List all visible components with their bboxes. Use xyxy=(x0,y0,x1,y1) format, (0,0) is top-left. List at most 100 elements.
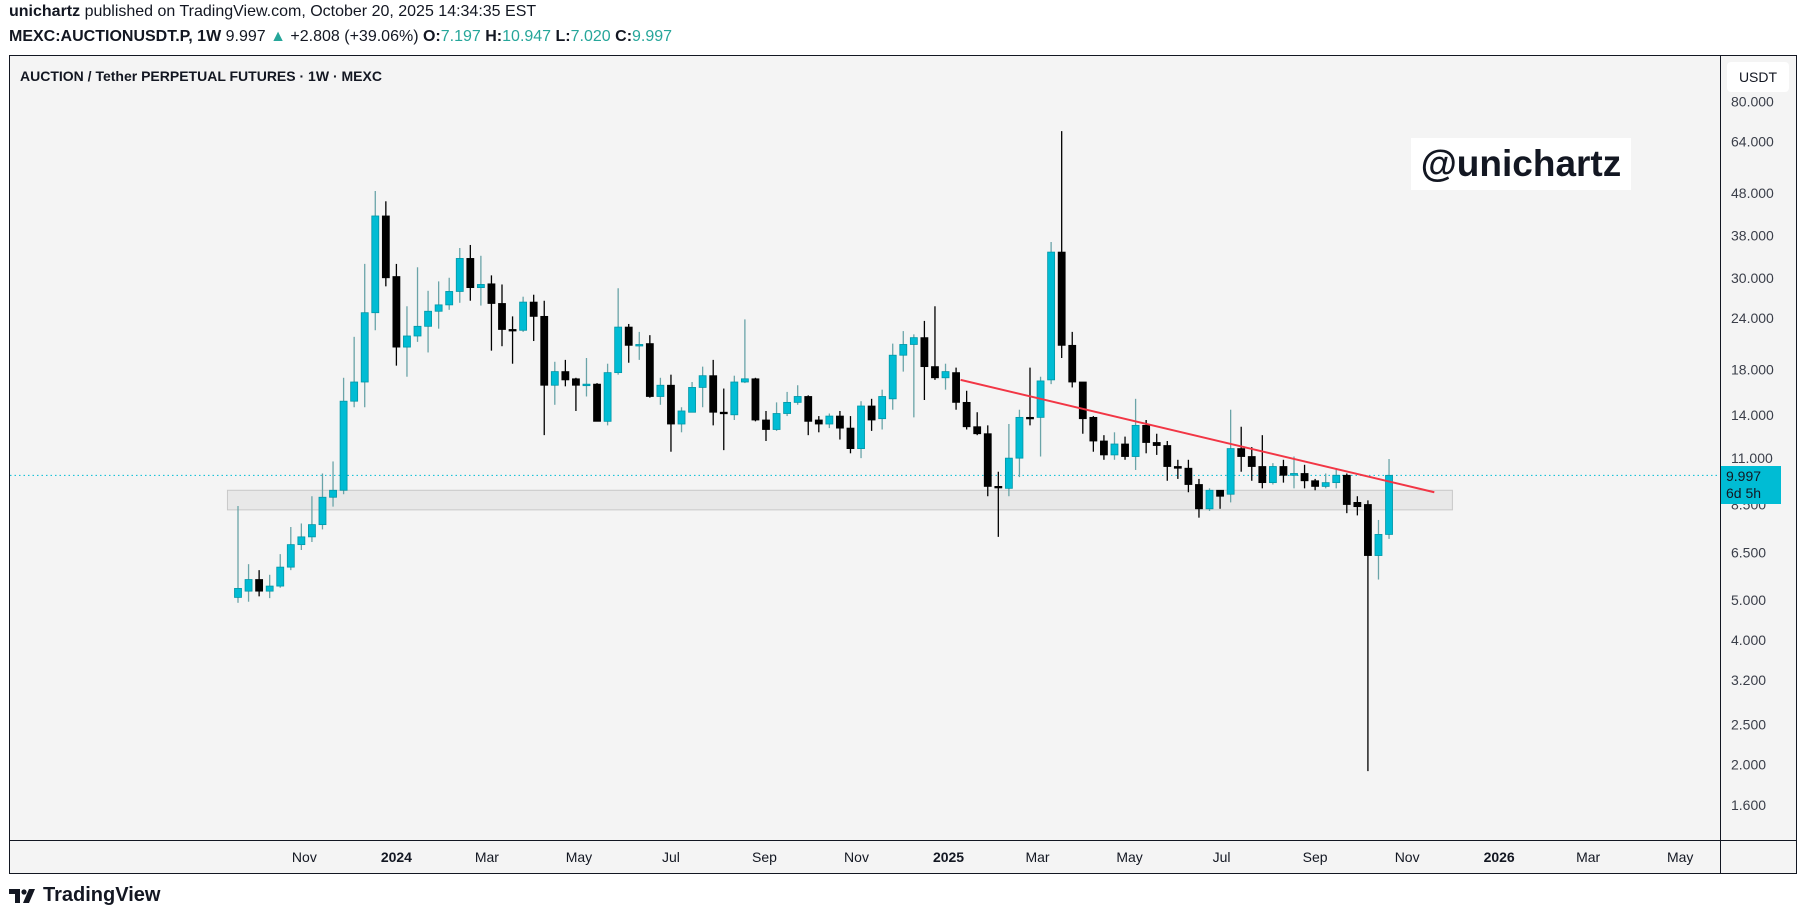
candle xyxy=(1374,519,1383,580)
candle-body xyxy=(1374,534,1383,556)
chart-pane[interactable] xyxy=(9,55,1797,874)
candle xyxy=(688,382,696,413)
high-label: H: xyxy=(485,28,503,45)
candle-body xyxy=(783,401,792,414)
candle-body xyxy=(308,524,316,538)
candle xyxy=(434,281,443,329)
candle xyxy=(244,564,253,602)
candle-body xyxy=(825,415,834,425)
candle xyxy=(857,401,865,459)
price-axis-label: 48.000 xyxy=(1731,185,1774,201)
candle-body xyxy=(645,343,654,397)
time-axis-label: Nov xyxy=(1395,849,1420,865)
bar-countdown: 6d 5h xyxy=(1726,485,1762,501)
candle-body xyxy=(1353,502,1362,508)
candle-body xyxy=(540,315,549,386)
candle xyxy=(793,385,802,405)
candle-body xyxy=(804,396,813,422)
price-axis-label: 2.000 xyxy=(1731,757,1766,773)
candle-body xyxy=(498,303,506,330)
candle-body xyxy=(593,383,601,422)
candle xyxy=(973,412,982,436)
candle xyxy=(308,496,316,543)
candle xyxy=(698,366,707,408)
watermark: @unichartz xyxy=(1411,138,1631,190)
candle xyxy=(265,574,274,599)
candle xyxy=(1237,426,1246,472)
price-axis-label: 6.500 xyxy=(1731,545,1766,561)
support-zone xyxy=(226,489,1453,511)
candle xyxy=(920,320,929,400)
candle xyxy=(1057,131,1066,358)
candle-body xyxy=(244,579,253,592)
candle xyxy=(1332,468,1341,489)
candle-body xyxy=(413,325,422,337)
price-change: +2.808 (+39.06%) xyxy=(290,28,419,45)
current-price-value: 9.997 xyxy=(1726,468,1762,484)
candle-body xyxy=(1110,443,1119,456)
candle xyxy=(836,410,844,440)
candle-body xyxy=(624,326,633,346)
candle xyxy=(529,294,538,342)
candle xyxy=(1342,473,1351,514)
tradingview-logo[interactable]: TradingView xyxy=(9,884,160,907)
time-axis-border xyxy=(9,840,1797,841)
candle xyxy=(614,288,623,375)
time-axis-label: May xyxy=(1667,849,1693,865)
candle-body xyxy=(909,337,918,345)
publish-info: unichartz published on TradingView.com, … xyxy=(9,3,536,21)
candle xyxy=(846,416,855,454)
candle-body xyxy=(1089,416,1098,442)
candle-body xyxy=(836,415,844,429)
currency-button[interactable]: USDT xyxy=(1727,62,1789,92)
candle xyxy=(931,306,939,380)
candle xyxy=(899,331,908,372)
up-triangle-icon: ▲ xyxy=(270,28,286,45)
candle xyxy=(297,523,306,550)
candle-body xyxy=(582,383,591,387)
candle-body xyxy=(920,337,929,368)
candle xyxy=(1163,441,1172,481)
candle-body xyxy=(1321,482,1330,487)
candle-body xyxy=(656,384,665,397)
price-axis-label: 2.500 xyxy=(1731,717,1766,733)
candle xyxy=(740,319,749,384)
candle-body xyxy=(1205,489,1214,510)
candle-body xyxy=(867,405,876,421)
candle xyxy=(1311,478,1320,491)
candle-body xyxy=(1121,443,1129,457)
candle xyxy=(783,391,792,417)
candle-body xyxy=(983,433,992,487)
candle xyxy=(1279,459,1288,483)
price-axis-label: 4.000 xyxy=(1731,632,1766,648)
candle xyxy=(1131,398,1140,470)
candle-body xyxy=(962,401,971,428)
candle-body xyxy=(1015,416,1024,459)
price-axis-label: 14.000 xyxy=(1731,407,1774,423)
candle-body xyxy=(424,310,432,327)
candle-body xyxy=(931,366,939,379)
candle xyxy=(455,247,464,303)
candle xyxy=(1205,488,1214,511)
candle xyxy=(371,191,380,331)
candle xyxy=(667,374,675,452)
candle xyxy=(983,425,992,497)
candle-body xyxy=(1047,251,1056,381)
time-axis-label: Nov xyxy=(844,849,869,865)
candle-body xyxy=(762,419,770,430)
candle xyxy=(1110,432,1119,460)
candle-body xyxy=(360,312,369,383)
candle-body xyxy=(1226,448,1235,495)
candle xyxy=(1036,376,1045,457)
candle xyxy=(381,201,390,287)
candle xyxy=(476,255,485,306)
time-axis-label: Jul xyxy=(662,849,680,865)
time-axis-label: Sep xyxy=(1303,849,1328,865)
candle-body xyxy=(1057,251,1066,346)
candle-body xyxy=(941,371,950,379)
candle xyxy=(1004,424,1013,497)
published-text: published on TradingView.com, October 20… xyxy=(84,3,537,20)
time-axis-label: Jul xyxy=(1213,849,1231,865)
candle xyxy=(487,275,496,351)
